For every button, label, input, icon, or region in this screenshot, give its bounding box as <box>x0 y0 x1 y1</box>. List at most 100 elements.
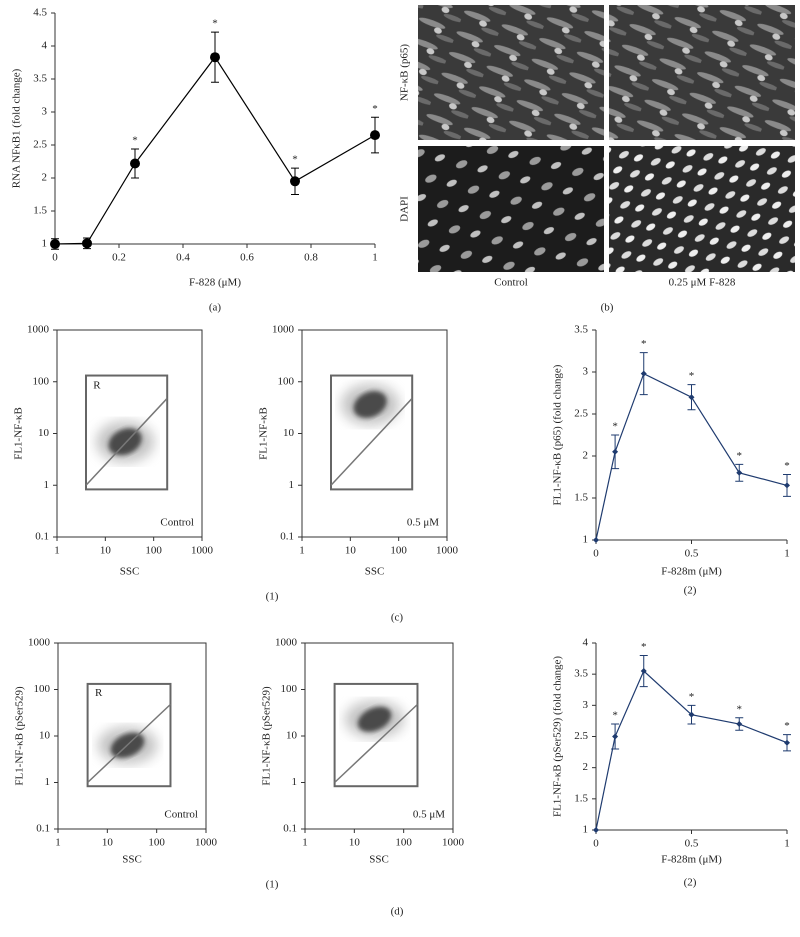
micrograph <box>609 146 795 272</box>
data-line <box>595 372 788 541</box>
y-tick-label: 3 <box>583 366 589 378</box>
y-axis-label: FL1-NF-κB (pSer529) <box>261 686 273 786</box>
y-tick-label: 10 <box>39 730 51 742</box>
event-density <box>353 391 387 418</box>
significance-star: * <box>784 720 790 732</box>
significance-star: * <box>689 370 695 382</box>
y-axis-label: FL1-NF-κB (p65) (fold change) <box>552 364 564 505</box>
data-point <box>130 158 140 169</box>
significance-star: * <box>292 154 298 166</box>
x-axis-label: F-828m (μM) <box>661 854 722 866</box>
data-point <box>290 176 300 187</box>
y-tick-label: 10 <box>38 427 50 439</box>
x-tick-label: 10 <box>345 545 357 557</box>
x-tick-label: 1 <box>372 252 378 264</box>
data-point <box>784 482 790 489</box>
y-axis-label: FL1-NF-κB <box>13 407 25 460</box>
column-label: Control <box>494 277 528 289</box>
x-tick-label: 1 <box>784 838 790 850</box>
x-tick-label: 100 <box>390 545 407 557</box>
gate <box>86 682 172 788</box>
y-tick-label: 100 <box>281 683 298 695</box>
gate-diagonal <box>334 703 418 784</box>
y-tick-label: 1.5 <box>33 205 47 217</box>
y-tick-label: 10 <box>283 427 295 439</box>
y-tick-label: 2 <box>42 172 48 184</box>
gate-label: R <box>95 687 103 699</box>
y-tick-label: 2 <box>583 450 589 462</box>
plot-frame <box>304 642 454 830</box>
x-tick-label: 1 <box>299 545 305 557</box>
x-tick-label: 0.8 <box>304 252 318 264</box>
significance-star: * <box>737 703 743 715</box>
significance-star: * <box>372 103 378 115</box>
y-tick-label: 1 <box>583 534 589 546</box>
x-tick-label: 0.5 <box>685 548 699 560</box>
micrograph <box>609 5 795 140</box>
event-cloud <box>341 383 400 426</box>
plot-frame <box>56 329 203 538</box>
group-label: (d) <box>391 906 404 918</box>
y-tick-label: 3 <box>42 106 48 118</box>
gate-label: R <box>93 379 101 391</box>
significance-star: * <box>612 710 618 722</box>
data-point <box>210 52 220 63</box>
gate <box>333 682 419 788</box>
gate <box>330 374 414 491</box>
y-tick-label: 3.5 <box>574 324 588 336</box>
y-axis-label: FL1-NF-κB (pSer529) (fold change) <box>552 656 564 817</box>
x-axis-label: F-828m (μM) <box>661 566 722 578</box>
y-tick-label: 4.5 <box>33 7 47 19</box>
plot-frame <box>301 329 448 538</box>
data-point <box>688 394 695 401</box>
data-point <box>784 739 790 746</box>
x-tick-label: 1 <box>55 837 61 849</box>
x-tick-label: 1000 <box>436 545 459 557</box>
significance-star: * <box>212 18 218 30</box>
y-tick-label: 10 <box>286 730 298 742</box>
significance-star: * <box>612 421 618 433</box>
gate-diagonal <box>330 397 413 486</box>
gate <box>85 374 169 491</box>
y-tick-label: 2.5 <box>33 139 47 151</box>
x-tick-label: 0 <box>593 838 599 850</box>
plot-annotation: 0.5 μM <box>407 517 439 529</box>
x-tick-label: 10 <box>349 837 361 849</box>
x-tick-label: 1000 <box>195 837 218 849</box>
data-point <box>593 827 599 833</box>
x-tick-label: 100 <box>395 837 412 849</box>
panel-caption: (2) <box>684 877 697 889</box>
x-tick-label: 0.4 <box>176 252 190 264</box>
data-point <box>370 130 380 141</box>
y-tick-label: 0.1 <box>283 823 297 835</box>
x-tick-label: 100 <box>145 545 162 557</box>
significance-star: * <box>689 691 695 703</box>
y-axis-label: FL1-NF-κB (pSer529) <box>14 686 26 786</box>
y-tick-label: 2.5 <box>574 730 588 742</box>
plot-annotation: Control <box>160 517 194 529</box>
x-tick-label: 1000 <box>191 545 214 557</box>
event-cloud <box>96 421 155 463</box>
y-tick-label: 2.5 <box>574 408 588 420</box>
x-tick-label: 1 <box>784 548 790 560</box>
y-tick-label: 100 <box>34 683 51 695</box>
column-label: 0.25 μM F-828 <box>669 277 736 289</box>
y-tick-label: 1 <box>44 479 50 491</box>
panel-caption: (a) <box>209 302 222 314</box>
y-tick-label: 0.1 <box>280 531 294 543</box>
data-point <box>736 721 743 728</box>
data-line <box>54 56 376 245</box>
x-tick-label: 0.6 <box>240 252 254 264</box>
x-tick-label: 0.5 <box>685 838 699 850</box>
y-tick-label: 3 <box>583 699 589 711</box>
group-label: (c) <box>391 612 404 624</box>
data-point <box>688 711 695 718</box>
x-axis-label: SSC <box>365 566 385 578</box>
y-tick-label: 1.5 <box>574 792 588 804</box>
data-point <box>736 469 743 476</box>
plot-frame <box>57 642 207 830</box>
x-axis-label: SSC <box>369 854 389 866</box>
y-tick-label: 0.1 <box>35 531 49 543</box>
y-tick-label: 3.5 <box>33 73 47 85</box>
